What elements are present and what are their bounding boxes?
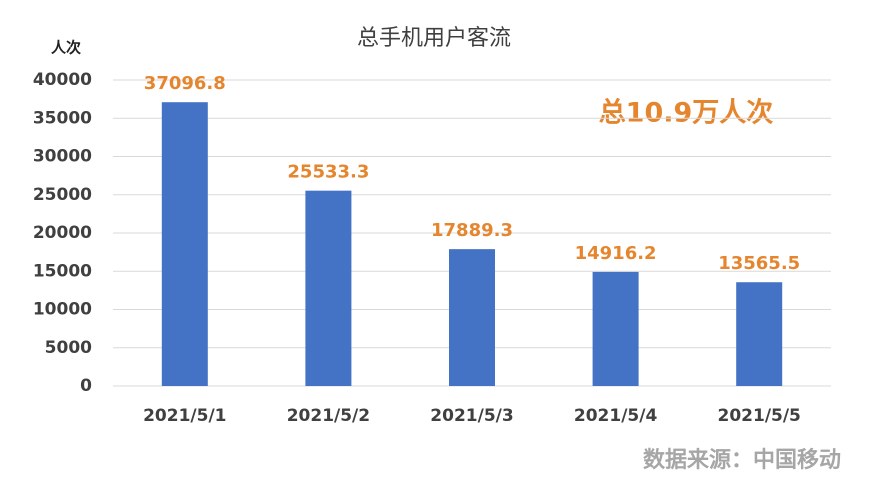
y-axis-label: 人次	[51, 39, 81, 57]
bar	[305, 190, 352, 386]
x-tick-label: 2021/5/1	[143, 406, 226, 426]
x-tick-label: 2021/5/4	[574, 406, 658, 426]
bar	[161, 102, 208, 387]
data-label: 37096.8	[144, 73, 226, 94]
x-tick-label: 2021/5/5	[718, 406, 801, 426]
y-tick-label: 0	[80, 376, 92, 396]
y-tick-label: 25000	[33, 185, 92, 205]
annotation: 总10.9万人次	[599, 98, 774, 129]
data-label: 17889.3	[431, 220, 513, 241]
x-tick-label: 2021/5/3	[430, 406, 513, 426]
y-tick-label: 40000	[33, 70, 92, 90]
data-label: 14916.2	[575, 243, 657, 264]
data-label: 13565.5	[718, 253, 800, 274]
data-label: 25533.3	[287, 162, 369, 183]
chart-title: 总手机用户客流	[357, 26, 511, 51]
bar	[736, 282, 783, 386]
bar	[449, 249, 495, 386]
y-tick-label: 15000	[33, 261, 92, 281]
y-tick-label: 30000	[33, 147, 92, 167]
y-tick-label: 10000	[33, 300, 92, 320]
y-tick-label: 20000	[33, 223, 92, 243]
y-tick-label: 35000	[33, 108, 92, 128]
source-note: 数据来源：中国移动	[643, 447, 841, 473]
x-tick-label: 2021/5/2	[287, 406, 370, 426]
y-tick-label: 5000	[45, 338, 92, 358]
bar	[592, 271, 639, 386]
